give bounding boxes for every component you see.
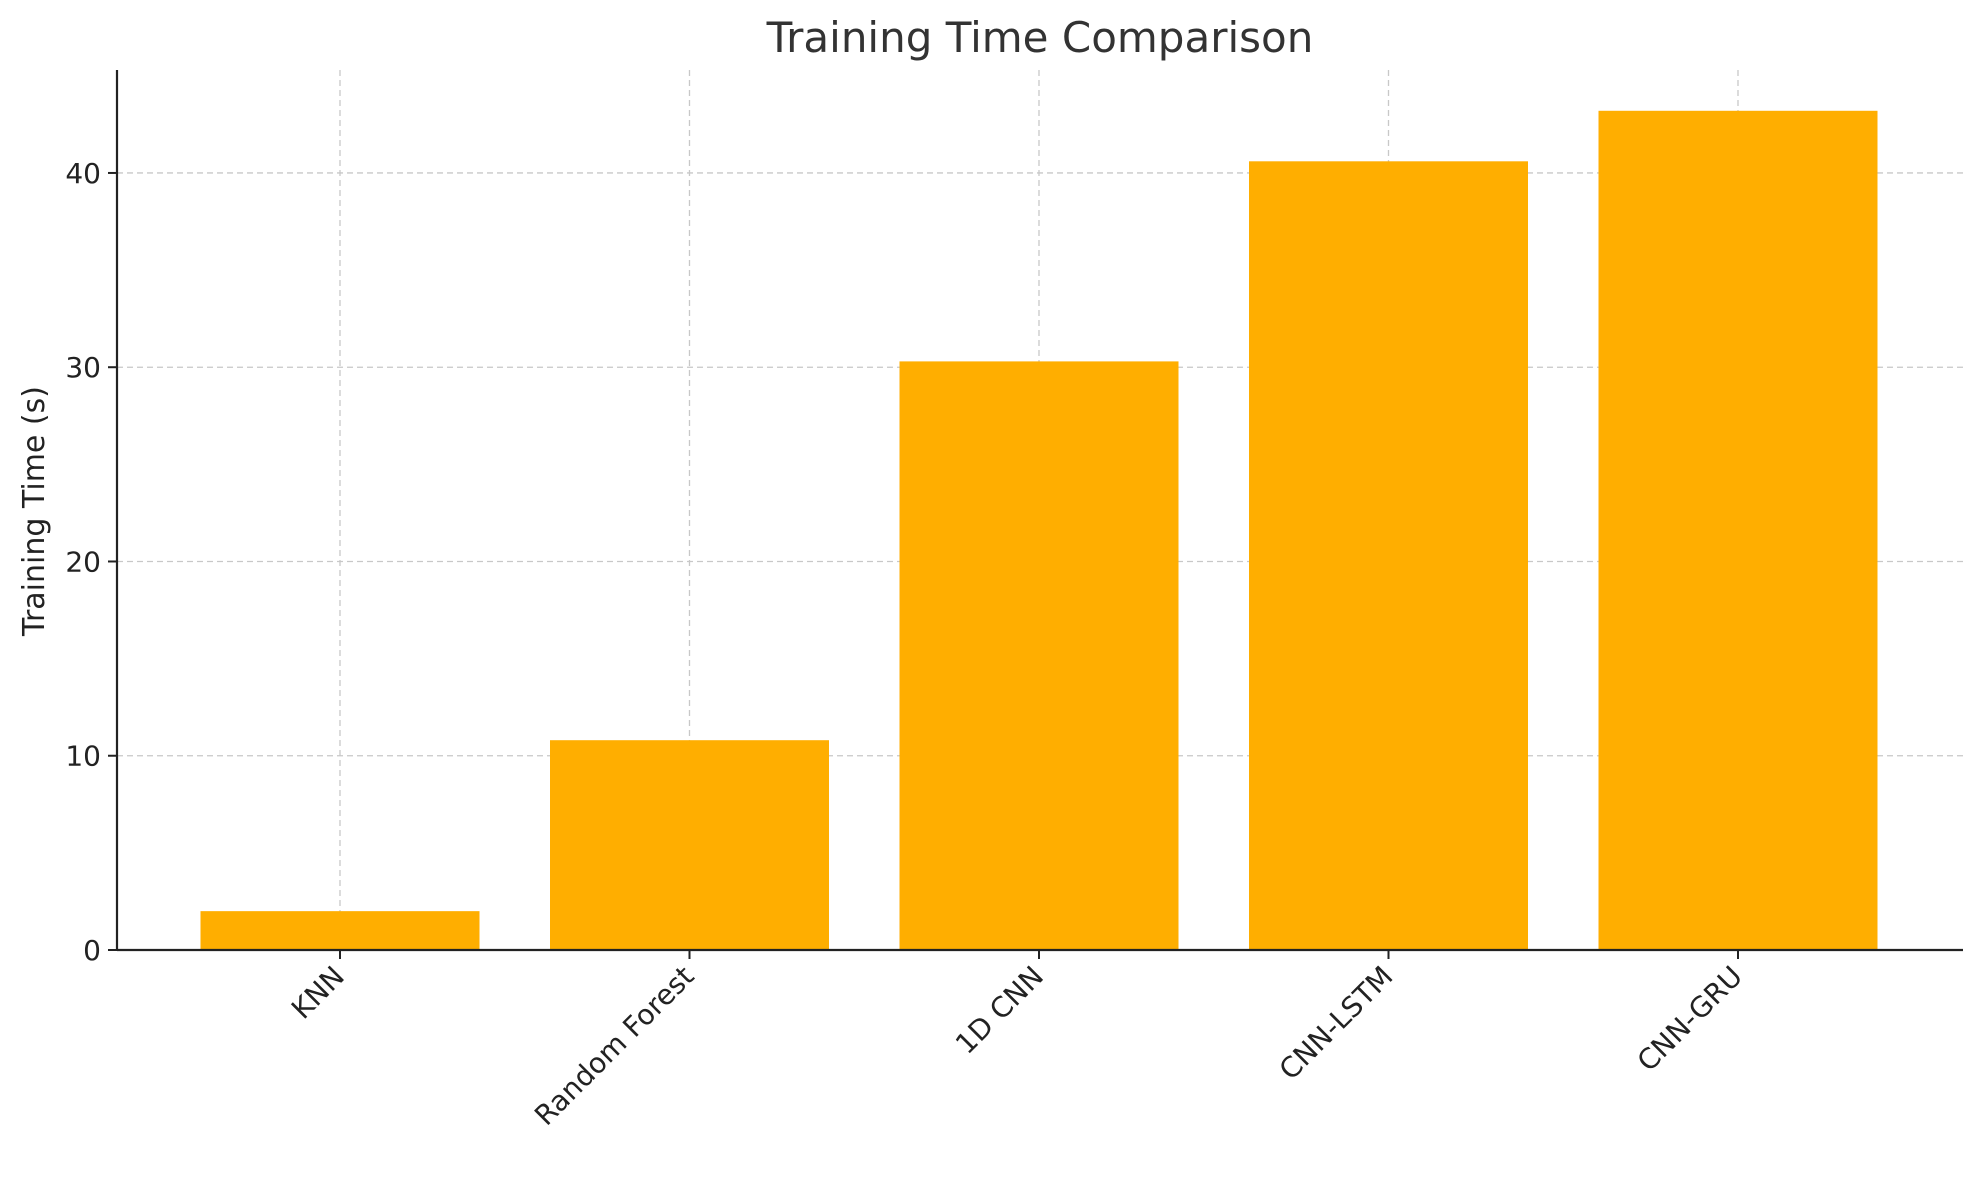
x-ticks: KNN Random Forest 1D CNN CNN-LSTM CNN-GRU: [285, 950, 1749, 1132]
y-ticks: 0 10 20 30 40: [65, 157, 117, 967]
bars: [200, 110, 1878, 951]
x-tick-label: CNN-LSTM: [1273, 960, 1400, 1087]
y-tick-label: 20: [65, 545, 101, 578]
y-tick-label: 10: [65, 740, 101, 773]
y-tick-label: 0: [83, 934, 101, 967]
bar: [1249, 161, 1528, 950]
y-tick-label: 40: [65, 157, 101, 190]
x-tick-label: CNN-GRU: [1631, 960, 1749, 1078]
y-axis-label: Training Time (s): [17, 386, 52, 637]
x-tick-label: 1D CNN: [949, 960, 1050, 1061]
chart-title: Training Time Comparison: [766, 13, 1314, 62]
x-tick-label: KNN: [285, 960, 351, 1026]
bar: [899, 361, 1179, 950]
bar: [550, 740, 829, 950]
bar: [200, 911, 480, 950]
y-tick-label: 30: [65, 351, 101, 384]
bar: [1598, 110, 1878, 951]
x-tick-label: Random Forest: [528, 960, 700, 1132]
